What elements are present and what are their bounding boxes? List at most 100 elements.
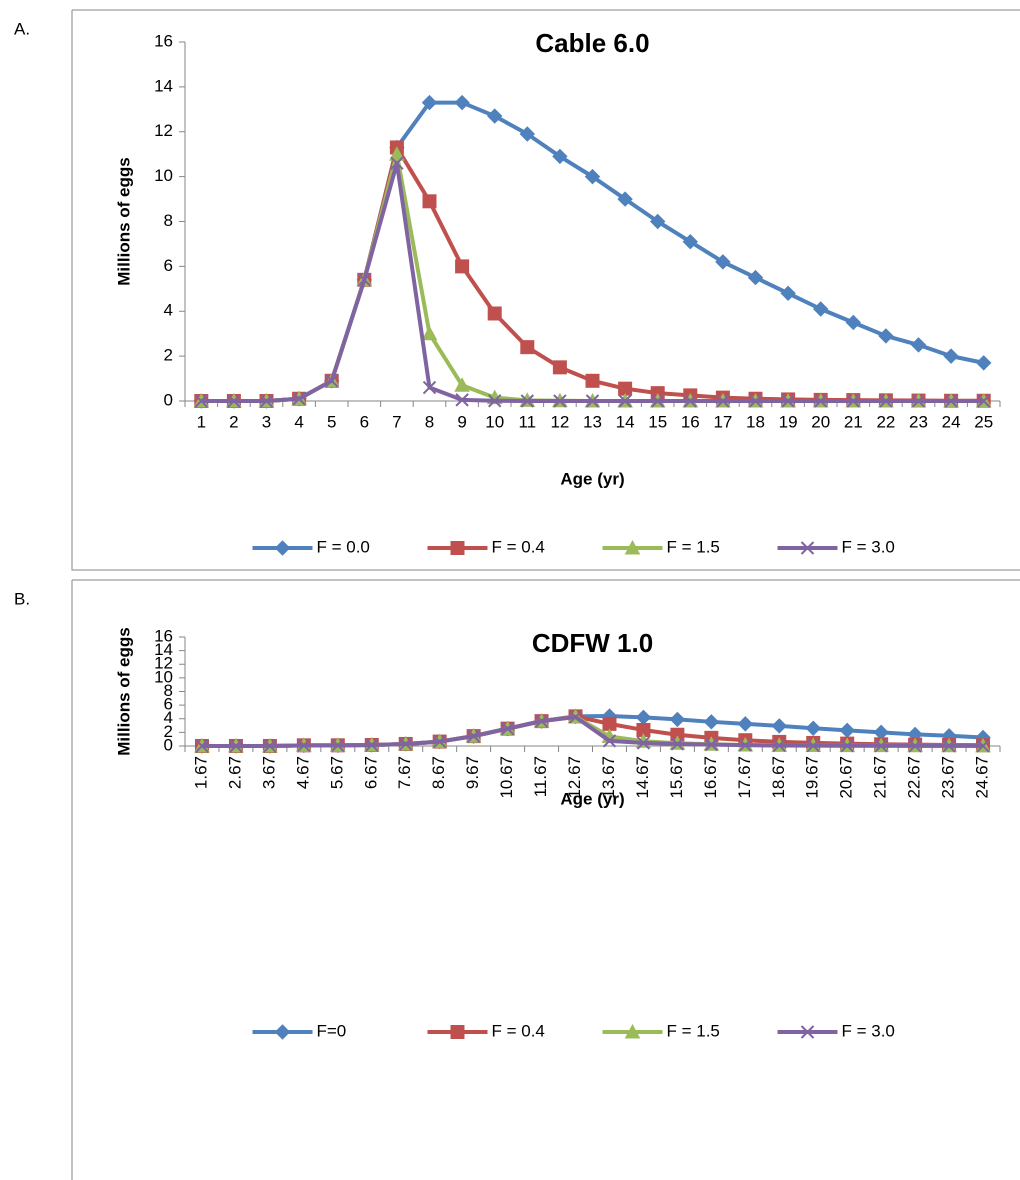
marker [942, 739, 956, 753]
marker [771, 718, 787, 734]
marker [976, 394, 991, 408]
x-tick-label: 22.67 [905, 756, 924, 799]
x-tick-label: 23.67 [939, 756, 958, 799]
x-tick-label: 13.67 [599, 756, 618, 799]
marker [487, 306, 502, 321]
marker [520, 340, 535, 355]
x-tick-label: 6 [360, 412, 369, 431]
x-tick-label: 19 [779, 412, 798, 431]
legend-label: F = 3.0 [842, 1021, 895, 1040]
marker [519, 126, 536, 142]
marker [635, 709, 652, 726]
marker [432, 734, 447, 749]
x-tick-label: 14 [616, 412, 635, 431]
series [195, 710, 990, 753]
marker [650, 394, 665, 408]
x-tick-label: 9 [457, 412, 466, 431]
y-tick-label: 6 [164, 256, 173, 275]
marker [602, 734, 617, 748]
marker [812, 301, 829, 317]
y-tick-label: 2 [164, 722, 173, 741]
marker [324, 374, 339, 388]
legend-label: F = 1.5 [667, 1021, 720, 1040]
marker [520, 394, 535, 408]
x-tick-label: 7 [392, 412, 401, 431]
series-line [201, 715, 984, 748]
x-tick-label: 16 [681, 412, 700, 431]
marker [716, 394, 730, 408]
panel-frame [71, 579, 1020, 1180]
marker [737, 716, 754, 732]
x-tick-label: 15 [648, 412, 667, 431]
x-tick-label: 8.67 [429, 756, 448, 789]
y-tick-label: 16 [154, 626, 173, 645]
x-tick-label: 3.67 [259, 756, 278, 789]
x-tick-label: 18 [746, 412, 765, 431]
y-tick-label: 16 [154, 31, 173, 50]
marker [399, 737, 413, 751]
marker [781, 394, 795, 408]
x-tick-label: 11 [518, 412, 536, 431]
series-line [201, 161, 984, 403]
y-tick-label: 4 [164, 708, 173, 727]
x-tick-label: 3 [262, 412, 271, 431]
y-tick-label: 4 [164, 301, 173, 320]
marker [873, 724, 889, 741]
series [194, 156, 991, 408]
marker [944, 394, 958, 408]
x-tick-label: 2 [229, 412, 238, 431]
x-tick-label: 5 [327, 412, 336, 431]
y-tick-label: 14 [154, 76, 173, 95]
marker [466, 729, 481, 743]
legend-label: F = 3.0 [842, 537, 895, 556]
x-tick-label: 18.67 [769, 756, 788, 799]
marker [806, 738, 820, 753]
marker [669, 711, 686, 728]
marker [553, 394, 567, 408]
x-tick-label: 24 [942, 412, 961, 431]
marker [845, 314, 862, 331]
marker [879, 394, 893, 408]
marker [910, 337, 927, 353]
x-tick-label: 10 [485, 412, 504, 431]
marker [772, 738, 786, 753]
marker [584, 168, 601, 185]
marker [263, 739, 277, 753]
marker [704, 737, 719, 752]
marker [229, 739, 243, 753]
marker [195, 739, 209, 753]
y-tick-label: 0 [164, 735, 173, 754]
marker [455, 393, 469, 407]
x-tick-label: 1 [197, 412, 206, 431]
marker [878, 328, 894, 344]
marker [715, 254, 731, 270]
marker [422, 380, 437, 395]
legend-marker [800, 1025, 815, 1039]
panel-label: A. [14, 19, 30, 38]
legend-marker [450, 1025, 465, 1039]
marker [975, 355, 992, 371]
x-axis-title: Age (yr) [560, 469, 624, 488]
x-tick-label: 7.67 [395, 756, 414, 789]
x-tick-label: 10.67 [497, 756, 516, 799]
x-tick-label: 21.67 [871, 756, 890, 799]
legend-label: F=0 [317, 1021, 347, 1040]
series [193, 146, 992, 408]
marker [455, 259, 470, 274]
marker [617, 191, 633, 207]
marker [943, 348, 959, 364]
marker [840, 739, 854, 753]
marker [846, 394, 861, 408]
x-tick-label: 21 [844, 412, 863, 431]
series-line [201, 152, 984, 403]
marker [357, 273, 372, 287]
y-tick-label: 10 [154, 667, 173, 686]
marker [670, 737, 685, 751]
y-tick-label: 6 [164, 695, 173, 714]
series-line [201, 100, 985, 403]
x-tick-label: 1.67 [191, 756, 210, 789]
marker [976, 739, 990, 753]
x-tick-label: 24.67 [973, 756, 992, 799]
y-tick-label: 8 [164, 681, 173, 700]
